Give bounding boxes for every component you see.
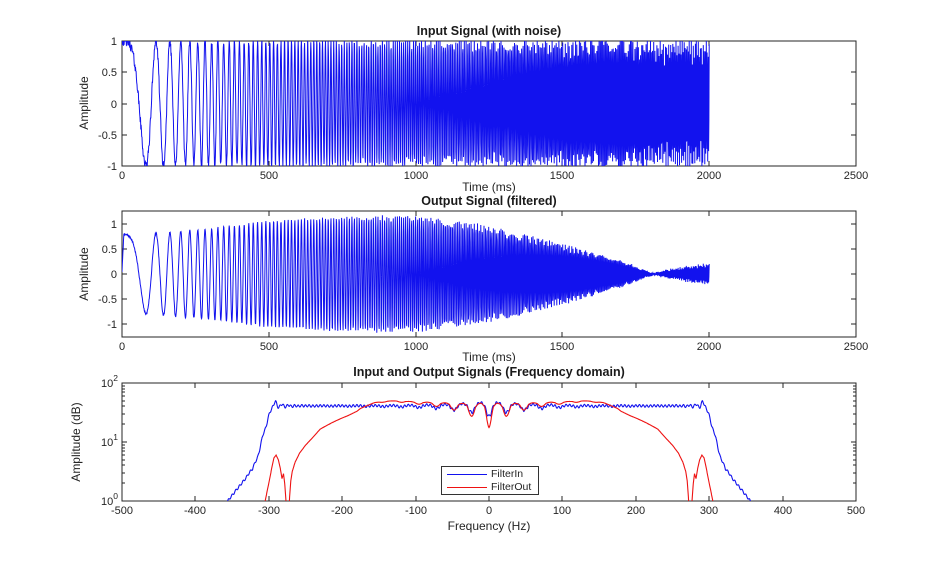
legend-line-filterout (447, 486, 487, 488)
y-tick-label: 101 (101, 432, 118, 449)
y-tick-label: -1 (107, 319, 117, 331)
x-tick-label: 500 (847, 505, 865, 517)
subplot1-xlabel: Time (ms) (462, 180, 516, 194)
subplot3-title: Input and Output Signals (Frequency doma… (353, 365, 625, 379)
x-tick-label: -300 (258, 505, 280, 517)
x-tick-label: -200 (331, 505, 353, 517)
legend-label-filterout: FilterOut (491, 480, 532, 493)
legend-entry-filterout: FilterOut (447, 481, 538, 493)
output-signal-trace (122, 215, 710, 333)
input-signal-trace (122, 41, 710, 166)
subplot2-title: Output Signal (filtered) (421, 194, 557, 208)
y-tick-label: 0.5 (102, 67, 117, 79)
y-tick-label: 100 (101, 491, 118, 508)
y-tick-label: 1 (111, 219, 117, 231)
y-tick-label: 0 (111, 269, 117, 281)
y-tick-label: -1 (107, 161, 117, 173)
x-tick-label: 100 (553, 505, 571, 517)
x-tick-label: -100 (405, 505, 427, 517)
y-tick-label: 0.5 (102, 244, 117, 256)
subplot1-title: Input Signal (with noise) (416, 24, 562, 38)
x-tick-label: 300 (700, 505, 718, 517)
axes (121, 40, 857, 167)
subplot3-xlabel: Frequency (Hz) (447, 519, 531, 533)
x-tick-label: 200 (627, 505, 645, 517)
legend-entry-filterin: FilterIn (447, 468, 538, 480)
subplot1-ylabel: Amplitude (77, 76, 91, 130)
subplot3-ylabel: Amplitude (dB) (69, 402, 83, 482)
x-tick-label: -400 (184, 505, 206, 517)
y-tick-label: 0 (111, 99, 117, 111)
x-tick-label: -500 (111, 505, 133, 517)
subplot2-ylabel: Amplitude (77, 247, 91, 301)
y-tick-label: -0.5 (98, 294, 117, 306)
legend-box: FilterIn FilterOut (441, 466, 539, 495)
y-tick-label: -0.5 (98, 130, 117, 142)
subplot2-xlabel: Time (ms) (462, 350, 516, 364)
legend-label-filterin: FilterIn (491, 467, 524, 480)
y-tick-label: 1 (111, 36, 117, 48)
x-tick-label: 400 (774, 505, 792, 517)
y-tick-label: 102 (101, 373, 118, 390)
legend-line-filterin (447, 473, 487, 475)
x-tick-label: 0 (486, 505, 492, 517)
axes (121, 210, 857, 338)
